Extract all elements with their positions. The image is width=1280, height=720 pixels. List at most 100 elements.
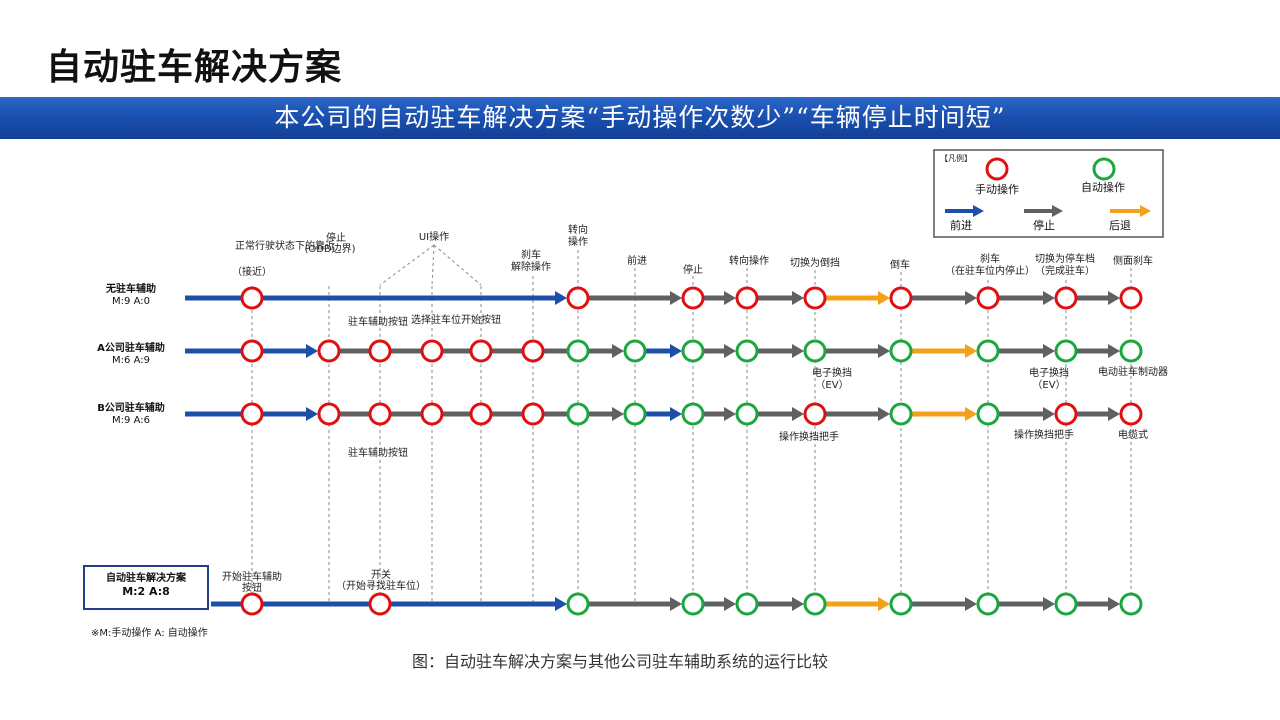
flow-arrowhead: [878, 344, 890, 358]
row-counts-none: M:9 A:0: [112, 296, 150, 307]
flow-arrowhead: [878, 291, 890, 305]
flow-arrowhead: [1043, 291, 1055, 305]
flow-arrowhead: [670, 344, 682, 358]
footnote: ※M:手动操作 A: 自动操作: [91, 628, 208, 639]
label-shift-reverse: 切换为倒挡: [790, 256, 840, 269]
manual-operation-node: [368, 592, 392, 616]
note-e-shift-a2-line1: 电子换挡: [1029, 366, 1069, 379]
legend-manual-label: 手动操作: [975, 182, 1019, 196]
manual-operation-node: [803, 402, 827, 426]
auto-operation-node: [889, 402, 913, 426]
label-stop: 停止: [683, 263, 703, 276]
flow-arrowhead: [792, 291, 804, 305]
flow-arrowhead: [670, 407, 682, 421]
auto-operation-node: [1119, 339, 1143, 363]
manual-operation-node: [240, 402, 264, 426]
legend-stop-label: 停止: [1033, 218, 1055, 232]
auto-operation-node: [566, 402, 590, 426]
manual-operation-node: [240, 592, 264, 616]
row-counts-company-a: M:6 A:9: [112, 355, 150, 366]
label-shift-park-line1: 切换为停车档: [1035, 252, 1095, 265]
manual-operation-node: [566, 286, 590, 310]
flow-arrowhead: [724, 407, 736, 421]
manual-operation-node: [368, 339, 392, 363]
auto-operation-node: [681, 339, 705, 363]
flow-arrowhead: [965, 291, 977, 305]
note-select-spot-button: 选择驻车位开始按钮: [411, 313, 501, 326]
row-counts-solution: M:2 A:8: [122, 585, 170, 598]
row-counts-company-b: M:9 A:6: [112, 415, 150, 426]
flow-arrowhead: [1043, 344, 1055, 358]
auto-operation-node: [803, 592, 827, 616]
legend-stop-arrowhead: [1052, 205, 1063, 217]
note-switch-line1: 开关: [371, 568, 391, 581]
label-brake-in-spot-line1: 刹车: [980, 252, 1000, 265]
flow-arrowhead: [612, 407, 624, 421]
legend-reverse-arrowhead: [1140, 205, 1151, 217]
label-steering-op: 转向操作: [729, 254, 769, 267]
manual-operation-node: [521, 339, 545, 363]
flow-arrowhead: [965, 344, 977, 358]
flow-arrowhead: [965, 407, 977, 421]
auto-operation-node: [976, 339, 1000, 363]
note-start-assist-line2: 按钮: [242, 581, 262, 594]
auto-operation-node: [566, 592, 590, 616]
legend-forward-arrowhead: [973, 205, 984, 217]
flow-row-1: [185, 339, 1143, 363]
auto-operation-node: [976, 402, 1000, 426]
flow-arrowhead: [555, 597, 567, 611]
label-side-brake: 侧面刹车: [1113, 254, 1153, 267]
manual-operation-node: [420, 402, 444, 426]
note-e-shift-a2-line2: （EV）: [1032, 379, 1065, 391]
manual-operation-node: [420, 339, 444, 363]
row-label-solution: 自动驻车解决方案: [106, 571, 187, 584]
flow-arrowhead: [670, 597, 682, 611]
flow-arrowhead: [1108, 344, 1120, 358]
auto-operation-node: [889, 592, 913, 616]
manual-operation-node: [1119, 286, 1143, 310]
auto-operation-node: [803, 339, 827, 363]
label-normal-approach: 正常行驶状态下的靠近: [235, 239, 335, 252]
flow-arrowhead: [792, 407, 804, 421]
legend-manual-circle: [985, 157, 1009, 181]
auto-operation-node: [976, 592, 1000, 616]
auto-operation-node: [889, 339, 913, 363]
legend-auto-label: 自动操作: [1081, 180, 1125, 194]
flow-row-3: [211, 592, 1143, 616]
note-cable-type: 电缆式: [1118, 428, 1148, 441]
flow-arrowhead: [1108, 407, 1120, 421]
page-title: 自动驻车解决方案: [46, 47, 343, 88]
flow-arrowhead: [724, 291, 736, 305]
row-label-none: 无驻车辅助: [105, 282, 156, 295]
auto-operation-node: [681, 402, 705, 426]
manual-operation-node: [469, 339, 493, 363]
label-brake-release-line1: 刹车: [521, 248, 541, 261]
flow-arrowhead: [1108, 597, 1120, 611]
auto-operation-node: [623, 339, 647, 363]
label-stop-odd-line2: (ODD边界): [304, 243, 355, 255]
row-labels: 无驻车辅助 M:9 A:0 A公司驻车辅助 M:6 A:9 B公司驻车辅助 M:…: [83, 282, 209, 610]
label-approach: （接近）: [232, 265, 272, 278]
flow-arrowhead: [555, 291, 567, 305]
manual-operation-node: [976, 286, 1000, 310]
row-label-company-a: A公司驻车辅助: [97, 341, 165, 354]
label-reverse: 倒车: [890, 258, 910, 271]
manual-operation-node: [889, 286, 913, 310]
flow-arrowhead: [306, 344, 318, 358]
note-switch-line2: （开始寻找驻车位）: [336, 579, 426, 592]
auto-operation-node: [735, 402, 759, 426]
manual-operation-node: [317, 402, 341, 426]
legend-title: 【凡例】: [940, 153, 972, 163]
flow-arrowhead: [792, 597, 804, 611]
legend-forward-label: 前进: [950, 218, 972, 232]
note-shift-lever-b1: 操作换挡把手: [779, 430, 839, 443]
flow-arrowhead: [965, 597, 977, 611]
label-steering-line1: 转向: [568, 223, 588, 236]
flow-arrowhead: [1043, 597, 1055, 611]
auto-operation-node: [623, 402, 647, 426]
note-start-assist-line1: 开始驻车辅助: [222, 570, 282, 583]
manual-operation-node: [1054, 402, 1078, 426]
row-label-company-b: B公司驻车辅助: [97, 401, 165, 414]
legend: 【凡例】 手动操作 自动操作 前进 停止 后退: [933, 149, 1164, 238]
